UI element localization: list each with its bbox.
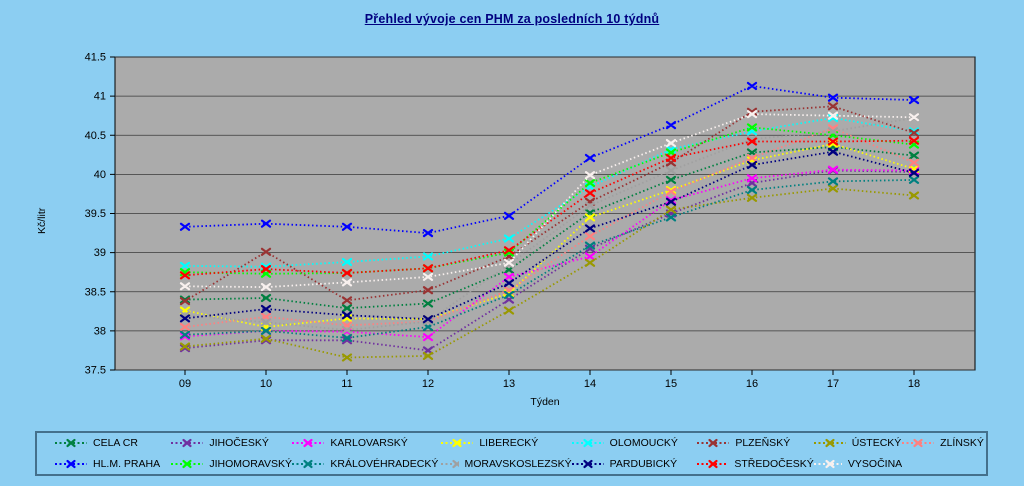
legend-item-OLOMOUCKÝ: OLOMOUCKÝ bbox=[571, 437, 698, 450]
legend-label: HL.M. PRAHA bbox=[93, 457, 161, 470]
x-tick-label: 10 bbox=[260, 378, 272, 390]
series-markers-HL.M. PRAHA bbox=[179, 81, 920, 238]
chart-title: Přehled vývoje cen PHM za posledních 10 … bbox=[364, 12, 660, 26]
series-markers-ÚSTECKÝ bbox=[179, 184, 920, 362]
legend-marker-icon bbox=[441, 439, 474, 448]
legend: CELA CR JIHOČESKÝ KARLOVARSKÝ LIBERECKÝ OLOM… bbox=[35, 431, 988, 476]
legend-item-PARDUBICKÝ: PARDUBICKÝ bbox=[571, 457, 698, 470]
series-markers-MORAVSKOSLEZSKÝ bbox=[179, 113, 920, 335]
y-tick-label: 41 bbox=[94, 91, 106, 103]
legend-label: JIHOMORAVSKÝ bbox=[209, 457, 293, 470]
x-tick-label: 16 bbox=[746, 378, 758, 390]
y-tick-label: 38 bbox=[94, 325, 106, 337]
y-tick-label: 40.5 bbox=[85, 130, 106, 142]
x-tick-label: 14 bbox=[584, 378, 596, 390]
series-line-KRÁLOVÉHRADECKÝ bbox=[184, 179, 915, 339]
y-tick-label: 38.5 bbox=[85, 286, 106, 298]
y-tick-label: 37.5 bbox=[85, 365, 106, 377]
x-tick-label: 18 bbox=[908, 378, 920, 390]
legend-label: LIBERECKÝ bbox=[479, 437, 539, 450]
legend-label: PLZEŇSKÝ bbox=[735, 437, 791, 450]
legend-marker-icon bbox=[697, 459, 729, 468]
series-line-KARLOVARSKÝ bbox=[184, 168, 915, 339]
series-line-ÚSTECKÝ bbox=[184, 187, 915, 359]
series-markers-KRÁLOVÉHRADECKÝ bbox=[179, 175, 920, 343]
legend-marker-icon bbox=[441, 459, 459, 468]
legend-label: STŘEDOČESKÝ bbox=[734, 457, 814, 470]
x-tick-label: 15 bbox=[665, 378, 677, 390]
series-line-HL.M. PRAHA bbox=[184, 85, 915, 235]
x-tick-label: 13 bbox=[503, 378, 515, 390]
series-markers-STŘEDOČESKÝ bbox=[179, 136, 920, 280]
x-tick-label: 17 bbox=[827, 378, 839, 390]
legend-marker-icon bbox=[697, 439, 730, 448]
legend-label: MORAVSKOSLEZSKÝ bbox=[464, 457, 572, 470]
legend-item-MORAVSKOSLEZSKÝ: MORAVSKOSLEZSKÝ bbox=[441, 457, 572, 470]
legend-marker-icon bbox=[292, 459, 325, 468]
series-markers-PLZEŇSKÝ bbox=[179, 102, 920, 306]
series-line-CELA CR bbox=[184, 146, 915, 310]
legend-item-JIHOMORAVSKÝ: JIHOMORAVSKÝ bbox=[171, 458, 292, 470]
series-line-PARDUBICKÝ bbox=[184, 150, 915, 321]
legend-marker-icon bbox=[292, 439, 325, 448]
legend-marker-icon bbox=[813, 459, 842, 468]
legend-item-HL.M. PRAHA: HL.M. PRAHA bbox=[55, 458, 171, 470]
series-markers-PARDUBICKÝ bbox=[179, 147, 920, 324]
legend-label: VYSOČINA bbox=[847, 457, 903, 470]
series-markers-CELA CR bbox=[179, 142, 920, 313]
y-tick-label: 39 bbox=[94, 247, 106, 259]
legend-item-VYSOČINA: VYSOČINA bbox=[813, 457, 903, 470]
legend-label: KRÁLOVÉHRADECKÝ bbox=[330, 457, 439, 470]
legend-label: JIHOČESKÝ bbox=[209, 437, 269, 450]
series-line-OLOMOUCKÝ bbox=[184, 117, 915, 268]
legend-label: CELA CR bbox=[93, 437, 138, 450]
legend-marker-icon bbox=[571, 459, 604, 468]
legend-label: ÚSTECKÝ bbox=[851, 437, 902, 450]
legend-item-STŘEDOČESKÝ: STŘEDOČESKÝ bbox=[697, 457, 814, 470]
legend-item-ÚSTECKÝ: ÚSTECKÝ bbox=[813, 437, 902, 450]
series-markers-VYSOČINA bbox=[179, 110, 920, 292]
legend-label: ZLÍNSKÝ bbox=[940, 437, 984, 450]
legend-marker-icon bbox=[813, 439, 846, 448]
legend-item-JIHOČESKÝ: JIHOČESKÝ bbox=[171, 437, 292, 449]
y-tick-label: 41.5 bbox=[85, 52, 106, 64]
legend-marker-icon bbox=[171, 439, 204, 448]
series-line-JIHOMORAVSKÝ bbox=[184, 126, 915, 275]
legend-label: OLOMOUCKÝ bbox=[609, 437, 678, 450]
legend-item-CELA CR: CELA CR bbox=[55, 437, 171, 449]
y-tick-label: 39.5 bbox=[85, 208, 106, 220]
legend-item-ZLÍNSKÝ: ZLÍNSKÝ bbox=[902, 437, 986, 449]
x-tick-label: 11 bbox=[341, 378, 352, 390]
legend-item-PLZEŇSKÝ: PLZEŇSKÝ bbox=[697, 437, 813, 449]
x-tick-label: 12 bbox=[422, 378, 434, 390]
legend-marker-icon bbox=[571, 439, 604, 448]
x-tick-label: 09 bbox=[179, 378, 191, 390]
legend-marker-icon bbox=[55, 439, 87, 448]
legend-label: PARDUBICKÝ bbox=[609, 457, 678, 470]
legend-item-KRÁLOVÉHRADECKÝ: KRÁLOVÉHRADECKÝ bbox=[292, 458, 441, 470]
series-markers-OLOMOUCKÝ bbox=[179, 113, 920, 271]
x-axis-title: Týden bbox=[530, 396, 560, 408]
legend-marker-icon bbox=[171, 459, 204, 468]
legend-marker-icon bbox=[902, 439, 935, 448]
legend-item-KARLOVARSKÝ: KARLOVARSKÝ bbox=[292, 437, 441, 449]
legend-label: KARLOVARSKÝ bbox=[330, 437, 408, 450]
legend-item-LIBERECKÝ: LIBERECKÝ bbox=[441, 437, 571, 449]
y-tick-label: 40 bbox=[94, 169, 106, 181]
legend-marker-icon bbox=[55, 459, 87, 468]
